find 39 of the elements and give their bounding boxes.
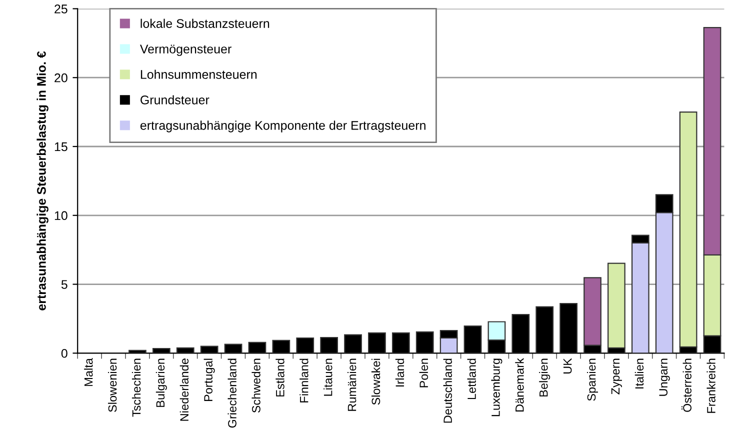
x-tick-label: Schweden: [252, 358, 260, 413]
x-tick-label: Dänemark: [515, 358, 524, 412]
legend-label: ertragsunabhängige Komponente der Ertragsteuern: [140, 120, 426, 132]
y-axis-title: ertrasunabhängige Steuerbelastug in Mio. €: [36, 51, 48, 310]
x-tick-label: Griechenland: [228, 358, 236, 428]
x-tick-label: Spanien: [587, 358, 598, 401]
x-tick-label: Luxemburg: [491, 358, 502, 416]
y-tick-label: 20: [54, 73, 68, 82]
legend-label: Vermögensteuer: [140, 44, 232, 56]
y-tick-label: 25: [54, 4, 68, 14]
legend-label: lokale Substanzsteuern: [140, 18, 270, 28]
x-tick-label: Frankreich: [706, 358, 716, 413]
x-tick-label: Rumänien: [348, 358, 356, 411]
x-tick-label: Deutschland: [443, 358, 452, 423]
x-tick-label: Malta: [84, 358, 93, 386]
x-tick-label: Irland: [395, 358, 404, 386]
legend-label: Grundsteuer: [140, 95, 210, 104]
y-tick-label: 15: [54, 142, 68, 152]
x-tick-label: Slowenien: [108, 358, 117, 412]
x-tick-label: Slowakei: [371, 358, 380, 405]
y-tick-label: 10: [54, 211, 68, 220]
x-tick-label: Zypern: [611, 358, 622, 394]
x-tick-label: Portugal: [204, 358, 215, 402]
x-tick-label: Bulgarien: [156, 358, 167, 407]
x-tick-label: UK: [563, 358, 572, 374]
x-tick-label: Lettland: [467, 358, 476, 400]
x-tick-label: Finnland: [300, 358, 308, 402]
x-tick-label: Ungarn: [659, 358, 670, 396]
y-tick-label: 0: [61, 348, 68, 358]
x-tick-label: Estland: [276, 358, 284, 396]
y-tick-label: 5: [61, 280, 68, 289]
x-tick-label: Österreich: [681, 358, 692, 412]
x-tick-label: Polen: [419, 358, 428, 388]
x-tick-label: Niederlande: [180, 358, 189, 421]
legend-label: Lohnsummensteuern: [140, 70, 257, 79]
x-tick-label: Tschechien: [132, 358, 141, 417]
x-tick-label: Litauen: [324, 358, 332, 396]
x-tick-label: Belgien: [539, 358, 550, 396]
x-tick-label: Italien: [634, 358, 644, 388]
